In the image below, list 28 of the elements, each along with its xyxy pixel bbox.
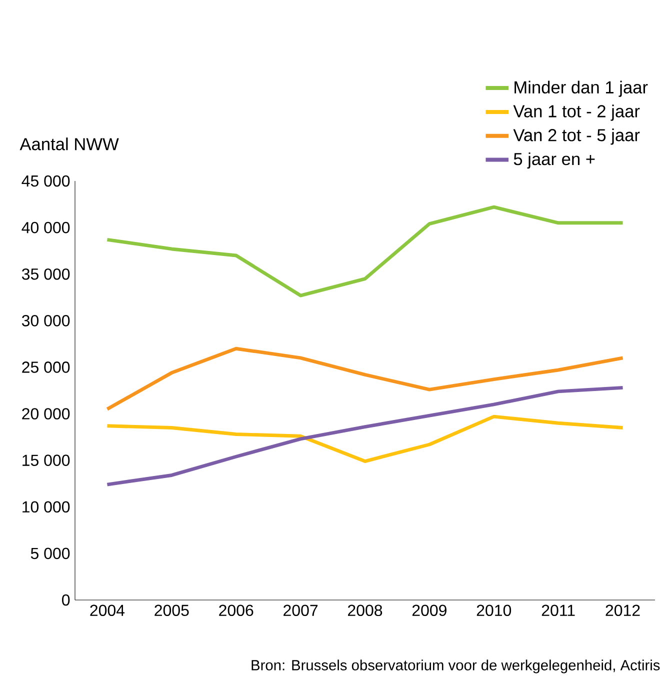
y-tick-label: 25 000	[22, 362, 70, 373]
line-series	[105, 414, 625, 463]
x-tick-label: 2010	[476, 604, 512, 616]
y-tick-label: 5 000	[30, 548, 70, 560]
x-tick-label: 2011	[542, 604, 575, 616]
y-tick-label: 35 000	[22, 268, 70, 280]
y-tick-label: 15 000	[22, 454, 70, 466]
y-tick-label: 30 000	[22, 315, 70, 326]
y-tick-label: 45 000	[22, 175, 70, 187]
legend-label: Minder dan 1 jaar	[514, 80, 648, 97]
text: Bron: Brussels observatorium voor de werkgelegenheid, Actiris	[252, 660, 660, 674]
legend-label: Van 2 tot - 5 jaar	[513, 128, 640, 145]
x-tick-label: 2009	[412, 604, 446, 616]
x-tick-label: 2004	[90, 604, 125, 616]
x-tick-label: 2006	[219, 604, 254, 616]
y-tick-label: 20 000	[22, 408, 70, 420]
line-series	[105, 346, 625, 411]
y-tick-label: 0	[62, 594, 70, 606]
x-tick-label: 2012	[606, 604, 640, 616]
y-tick-label: 10 000	[22, 501, 70, 513]
y-axis-title: Aantal NWW	[20, 138, 119, 150]
x-tick-label: 2008	[348, 604, 382, 616]
y-tick-label: 40 000	[22, 222, 70, 234]
legend-label: 5 jaar en +	[514, 152, 595, 169]
line-series	[105, 205, 625, 298]
legend-label: Van 1 tot - 2 jaar	[513, 104, 640, 121]
x-tick-label: 2007	[284, 604, 318, 616]
x-tick-label: 2005	[154, 604, 189, 616]
